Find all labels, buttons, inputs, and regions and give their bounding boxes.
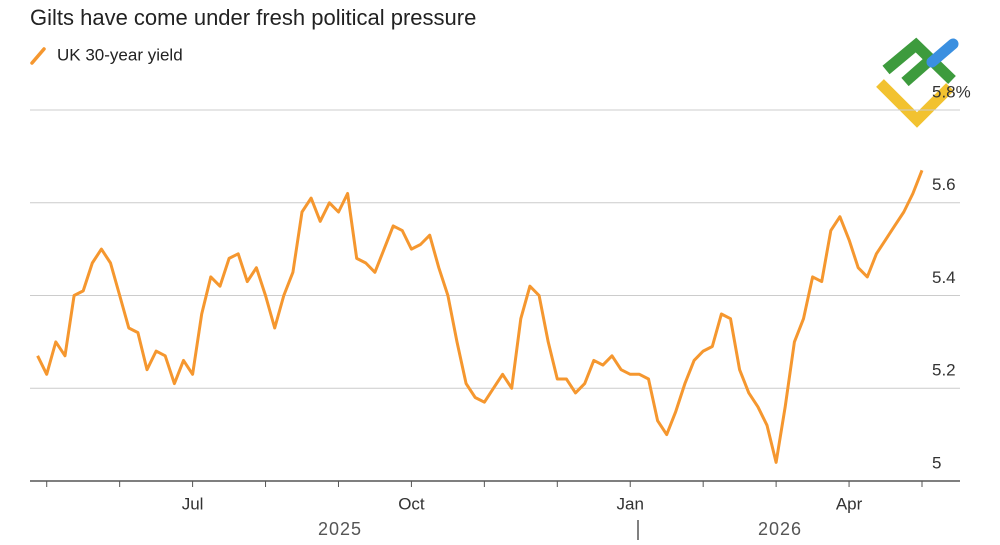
x-tick-label: Apr (836, 494, 863, 513)
chart-title: Gilts have come under fresh political pr… (30, 5, 476, 30)
x-tick-label: Jan (617, 494, 644, 513)
y-tick-label: 5.2 (932, 361, 956, 380)
series-line (36, 169, 924, 464)
legend-swatch (30, 47, 46, 65)
y-tick-label: 5.4 (932, 268, 956, 287)
y-tick-label: 5.8% (932, 82, 971, 101)
year-label: 2025 (318, 519, 362, 539)
logo (876, 37, 959, 128)
y-tick-label: 5 (932, 453, 941, 472)
y-tick-label: 5.6 (932, 175, 956, 194)
legend-label: UK 30-year yield (57, 45, 183, 64)
x-tick-label: Jul (182, 494, 204, 513)
x-tick-label: Oct (398, 494, 425, 513)
year-label: 2026 (758, 519, 802, 539)
